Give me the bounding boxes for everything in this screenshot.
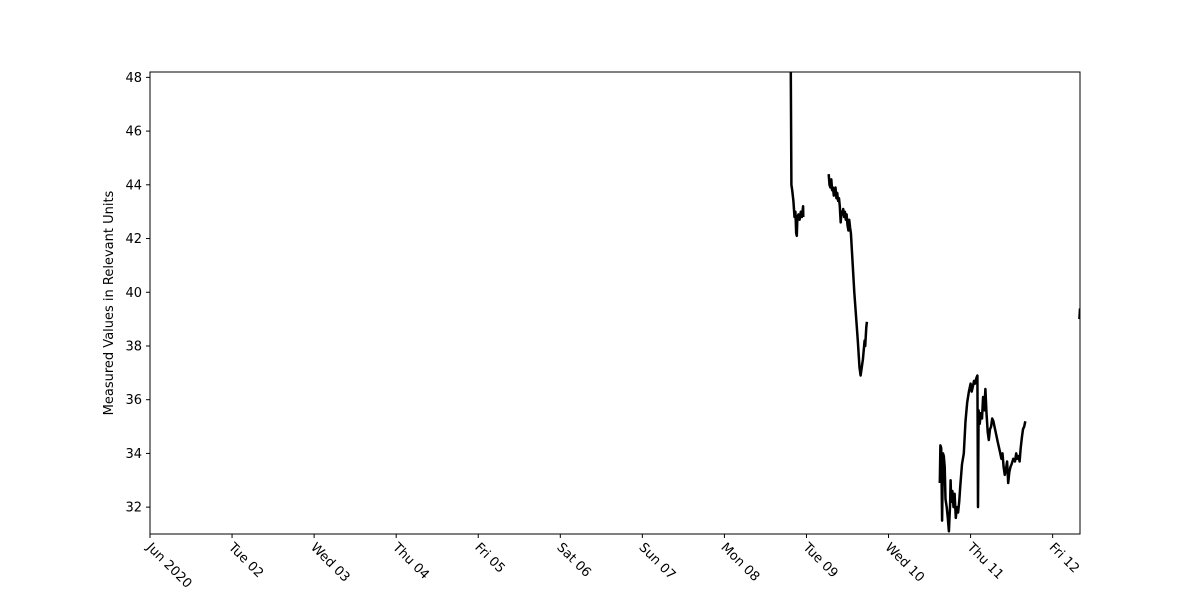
- plot-frame: [149, 71, 1081, 535]
- x-tick-label: Tue 02: [225, 540, 267, 582]
- y-tick-label: 32: [125, 501, 142, 516]
- x-tick-label: Wed 10: [882, 540, 927, 585]
- x-tick-label: Thu 11: [963, 540, 1006, 583]
- y-axis-label: Measured Values in Relevant Units: [102, 190, 117, 415]
- x-tick-label: Fri 12: [1046, 540, 1082, 576]
- series-line-segment: [938, 374, 1027, 533]
- series-group: [789, 72, 1080, 533]
- x-tick-label: Wed 03: [307, 540, 352, 585]
- y-tick-label: 40: [125, 286, 142, 301]
- x-tick-label: Sun 07: [636, 540, 679, 583]
- y-tick-label: 44: [125, 178, 142, 193]
- x-tick-label: Mon 08: [718, 540, 763, 585]
- y-tick-label: 36: [125, 393, 142, 408]
- x-tick-label: Sat 06: [553, 540, 593, 580]
- y-tick-label: 42: [125, 232, 142, 247]
- series-line-segment: [789, 72, 805, 238]
- x-tick-label: Fri 05: [471, 540, 507, 576]
- y-tick-label: 48: [125, 71, 142, 86]
- x-tick-label: Jun 2020: [142, 540, 194, 592]
- y-tick-label: 46: [125, 125, 142, 140]
- x-tick-label: Thu 04: [389, 540, 432, 583]
- y-axis: 32 34 36 38 40 42 44 46 48: [125, 71, 150, 516]
- x-axis: Jun 2020 Tue 02 Wed 03 Thu 04 Fri 05 Sat 06 Su…: [142, 534, 1082, 592]
- series-line-segment: [827, 174, 869, 377]
- y-tick-label: 38: [125, 339, 142, 354]
- x-tick-label: Tue 09: [799, 540, 841, 582]
- y-tick-label: 34: [125, 447, 142, 462]
